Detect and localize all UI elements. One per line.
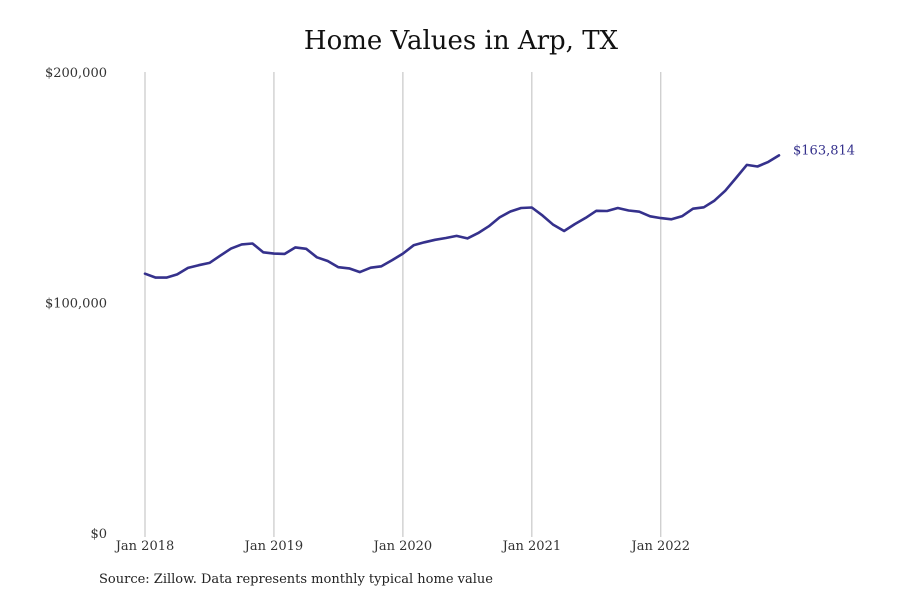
x-tick-label: Jan 2022 (630, 539, 691, 554)
x-axis: Jan 2018 Jan 2019 Jan 2020 Jan 2021 Jan 2022 (114, 539, 690, 554)
x-tick-label: Jan 2018 (114, 539, 175, 554)
end-value-label: $163,814 (793, 143, 855, 158)
y-tick-label: $100,000 (45, 297, 107, 312)
x-tick-label: Jan 2020 (372, 539, 433, 554)
y-tick-label: $200,000 (45, 66, 107, 81)
x-tick-label: Jan 2019 (243, 539, 304, 554)
series-line (143, 154, 781, 279)
y-tick-label: $0 (90, 527, 107, 542)
source-note: Source: Zillow. Data represents monthly … (99, 572, 493, 587)
series-layer: $163,814 (143, 143, 855, 279)
chart-title: Home Values in Arp, TX (303, 26, 619, 56)
y-axis: $0 $100,000 $200,000 (45, 66, 107, 542)
gridlines (144, 72, 662, 537)
x-tick-label: Jan 2021 (501, 539, 562, 554)
